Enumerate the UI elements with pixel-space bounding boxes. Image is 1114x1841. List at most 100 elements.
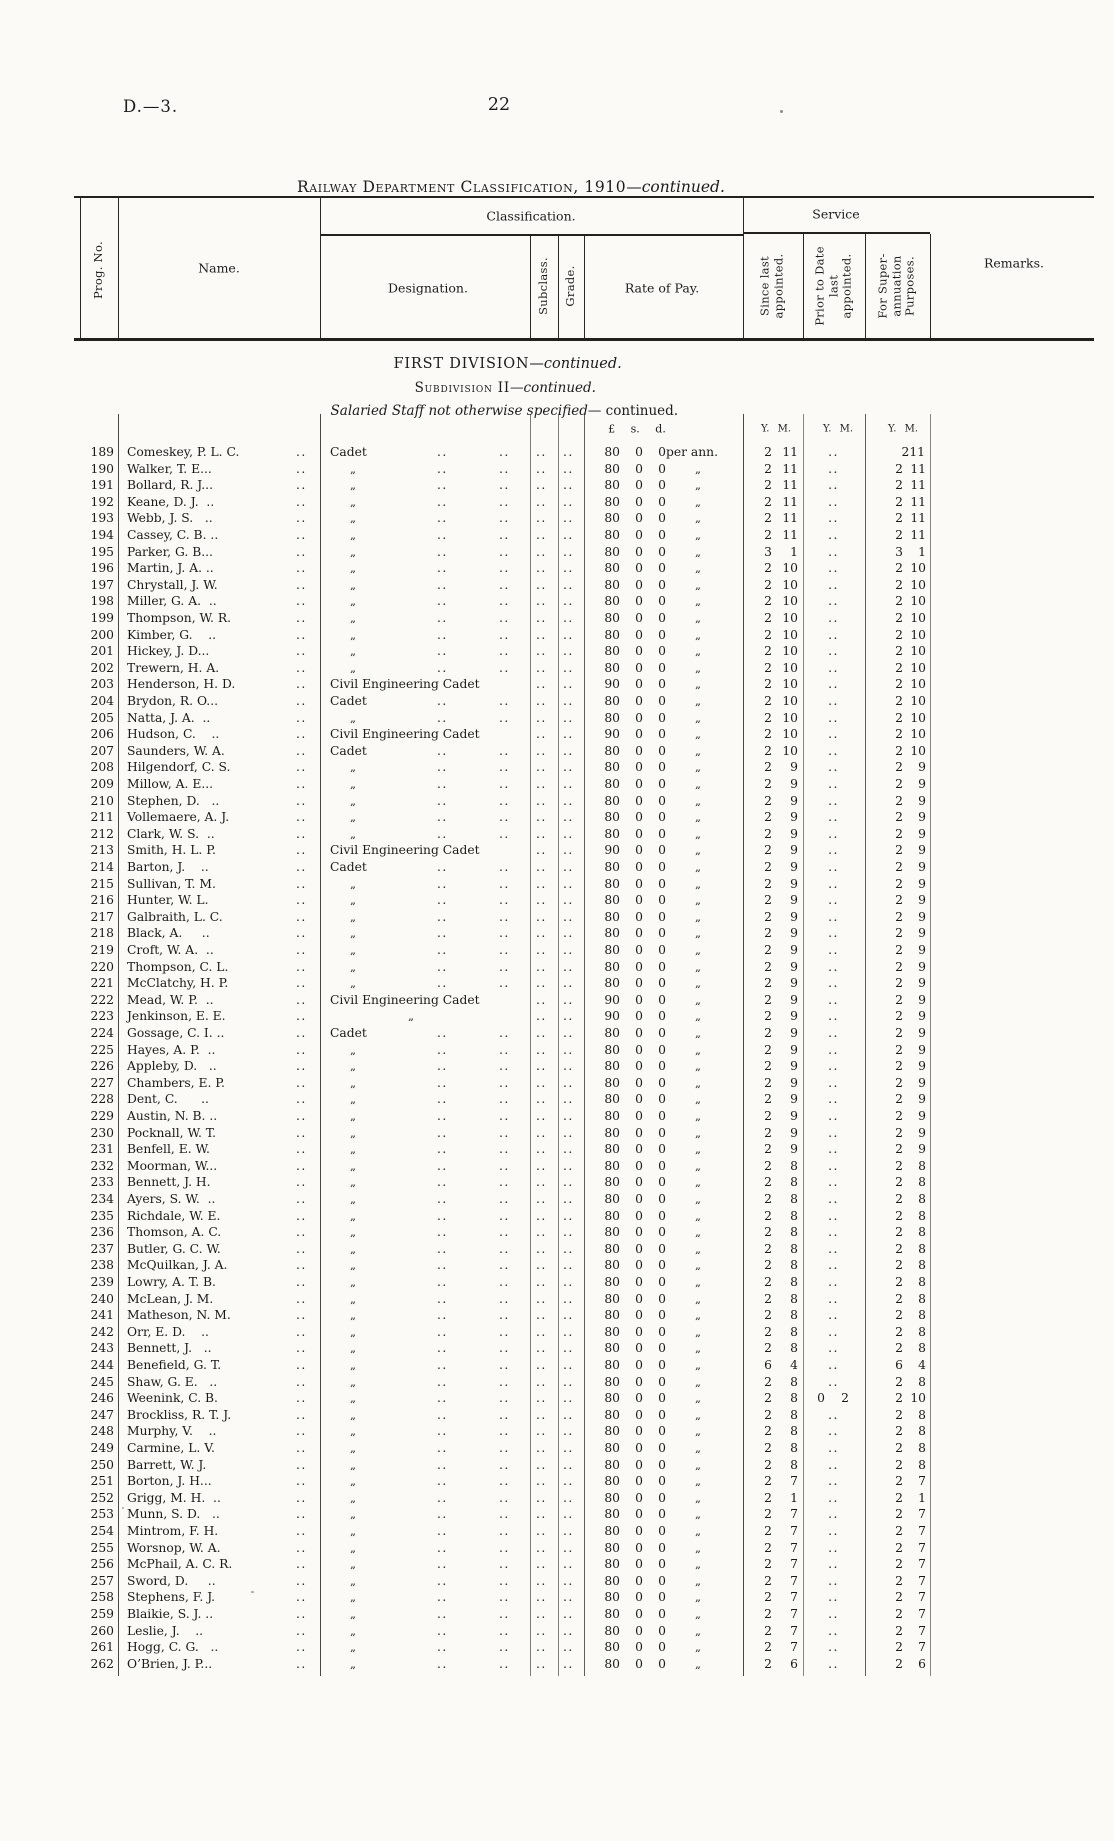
service-since-months: 7 bbox=[790, 1623, 798, 1638]
subclass-dots: .. bbox=[536, 826, 547, 841]
service-super-months: 6 bbox=[918, 1656, 926, 1671]
grade-dots: .. bbox=[563, 1374, 574, 1389]
designation-leader-dots: .. bbox=[437, 1092, 448, 1107]
name: Thompson, W. R. bbox=[127, 611, 231, 625]
table-row: 235 Richdale, W. E... „........ 80 0 0 „ 2 8.. 2 8 bbox=[0, 1208, 1114, 1225]
grade-dots: .. bbox=[563, 1557, 574, 1572]
designation-leader-dots: .. bbox=[437, 1275, 448, 1289]
name-leader-dots: .. bbox=[296, 1258, 307, 1273]
rate-pence: 0 bbox=[658, 1042, 666, 1057]
body-divider bbox=[558, 414, 559, 1676]
designation-leader-dots: .. bbox=[499, 1026, 510, 1040]
rate-pence: 0 bbox=[658, 544, 666, 559]
designation-leader-dots: .. bbox=[437, 1557, 448, 1572]
rate-shillings: 0 bbox=[635, 727, 643, 742]
service-since-years: 3 bbox=[764, 544, 772, 559]
table-row: 237 Butler, G. C. W... „........ 80 0 0 „ 2 8.. 2… bbox=[0, 1241, 1114, 1258]
rate-ditto-mark: „ bbox=[695, 1324, 701, 1339]
name: Smith, H. L. P. bbox=[127, 843, 216, 858]
body-divider bbox=[865, 414, 866, 1676]
rate-shillings: 0 bbox=[635, 660, 643, 675]
rate-shillings: 0 bbox=[635, 1158, 643, 1173]
grade-dots: .. bbox=[563, 1324, 574, 1339]
name-leader-dots: .. bbox=[296, 627, 307, 642]
rate-ditto-mark: „ bbox=[695, 1092, 701, 1107]
rate-pounds: 80 bbox=[604, 943, 620, 957]
service-super-months: 9 bbox=[918, 876, 926, 891]
rate-shillings: 0 bbox=[635, 843, 643, 858]
body-divider bbox=[930, 414, 931, 1676]
grade-dots: .. bbox=[563, 1457, 574, 1472]
service-since-months: 6 bbox=[790, 1656, 798, 1671]
rate-pounds: 80 bbox=[604, 544, 620, 559]
service-super-years: 2 bbox=[895, 577, 903, 592]
name: Hunter, W. L. bbox=[127, 893, 209, 908]
name: Bollard, R. J... bbox=[127, 478, 213, 493]
service-super-years: 2 bbox=[895, 1075, 903, 1090]
rate-pounds: 80 bbox=[604, 1524, 620, 1538]
rate-ditto-mark: „ bbox=[695, 1407, 701, 1422]
name: Stephens, F. J. bbox=[127, 1590, 216, 1605]
table-row: 207 Saunders, W. A... Cadet........ 80 0 0 „ 2 1… bbox=[0, 743, 1114, 760]
subclass-dots: .. bbox=[536, 478, 547, 493]
prog-no: 209 bbox=[90, 777, 114, 791]
designation-ditto-mark: „ bbox=[350, 1623, 356, 1638]
rate-shillings: 0 bbox=[635, 1109, 643, 1123]
rate-ditto-mark: „ bbox=[695, 1241, 701, 1256]
subclass-dots: .. bbox=[536, 660, 547, 675]
grade-dots: .. bbox=[563, 926, 574, 941]
service-since-years: 2 bbox=[764, 1208, 772, 1223]
subclass-dots: .. bbox=[536, 511, 547, 526]
rate-shillings: 0 bbox=[635, 1607, 643, 1621]
service-since-years: 2 bbox=[764, 760, 772, 775]
grade-dots: .. bbox=[563, 644, 574, 659]
service-since-years: 2 bbox=[764, 1258, 772, 1273]
service-prior-dots: .. bbox=[828, 644, 839, 659]
grade-dots: .. bbox=[563, 1275, 574, 1289]
designation-leader-dots: .. bbox=[499, 1142, 510, 1157]
service-prior-dots: .. bbox=[828, 1241, 839, 1256]
service-since-months: 11 bbox=[782, 478, 798, 493]
name-leader-dots: .. bbox=[296, 777, 307, 791]
service-super-years: 2 bbox=[895, 461, 903, 476]
table-row: 242 Orr, E. D. .... „........ 80 0 0 „ 2 8.. 2 8 bbox=[0, 1324, 1114, 1341]
service-super-months: 9 bbox=[918, 1109, 926, 1123]
designation-ditto-mark: „ bbox=[350, 1507, 356, 1522]
service-super-years: 3 bbox=[895, 544, 903, 559]
grade-dots: .. bbox=[563, 1109, 574, 1123]
section-heading-staff-note: Salaried Staff not otherwise specified— … bbox=[322, 387, 679, 419]
prog-no: 197 bbox=[90, 577, 114, 592]
prog-no: 213 bbox=[90, 843, 114, 858]
rate-pence: 0 bbox=[658, 1573, 666, 1588]
rate-shillings: 0 bbox=[635, 644, 643, 659]
service-super-years: 2 bbox=[895, 1192, 903, 1206]
rate-pounds: 80 bbox=[604, 1324, 620, 1339]
prog-no: 219 bbox=[90, 943, 114, 957]
service-prior-dots: .. bbox=[828, 1557, 839, 1572]
service-prior-dots: .. bbox=[828, 528, 839, 542]
service-prior-dots: .. bbox=[828, 1026, 839, 1040]
service-super-months: 8 bbox=[918, 1291, 926, 1306]
table-row: 190 Walker, T. E..... „........ 80 0 0 „ 2 11.. 2… bbox=[0, 461, 1114, 478]
designation-ditto-mark: „ bbox=[350, 1208, 356, 1223]
service-super-years: 2 bbox=[895, 843, 903, 858]
service-super-months: 8 bbox=[918, 1275, 926, 1289]
designation-leader-dots: .. bbox=[437, 876, 448, 891]
grade-dots: .. bbox=[563, 959, 574, 974]
rate-pence: 0 bbox=[658, 1441, 666, 1455]
designation-ditto-mark: „ bbox=[350, 976, 356, 991]
rate-pence: 0 bbox=[658, 561, 666, 576]
subclass-dots: .. bbox=[536, 1474, 547, 1489]
prog-no: 228 bbox=[90, 1092, 114, 1107]
name: Walker, T. E... bbox=[127, 461, 212, 476]
name: Comeskey, P. L. C. bbox=[127, 445, 240, 459]
prog-no: 206 bbox=[90, 727, 114, 742]
service-since-months: 9 bbox=[790, 777, 798, 791]
rate-shillings: 0 bbox=[635, 860, 643, 874]
service-prior-dots: .. bbox=[828, 876, 839, 891]
name-leader-dots: .. bbox=[296, 1241, 307, 1256]
designation-leader-dots: .. bbox=[437, 959, 448, 974]
rate-ditto-mark: „ bbox=[695, 1308, 701, 1323]
prog-no: 239 bbox=[90, 1275, 114, 1289]
designation-leader-dots: .. bbox=[437, 793, 448, 808]
